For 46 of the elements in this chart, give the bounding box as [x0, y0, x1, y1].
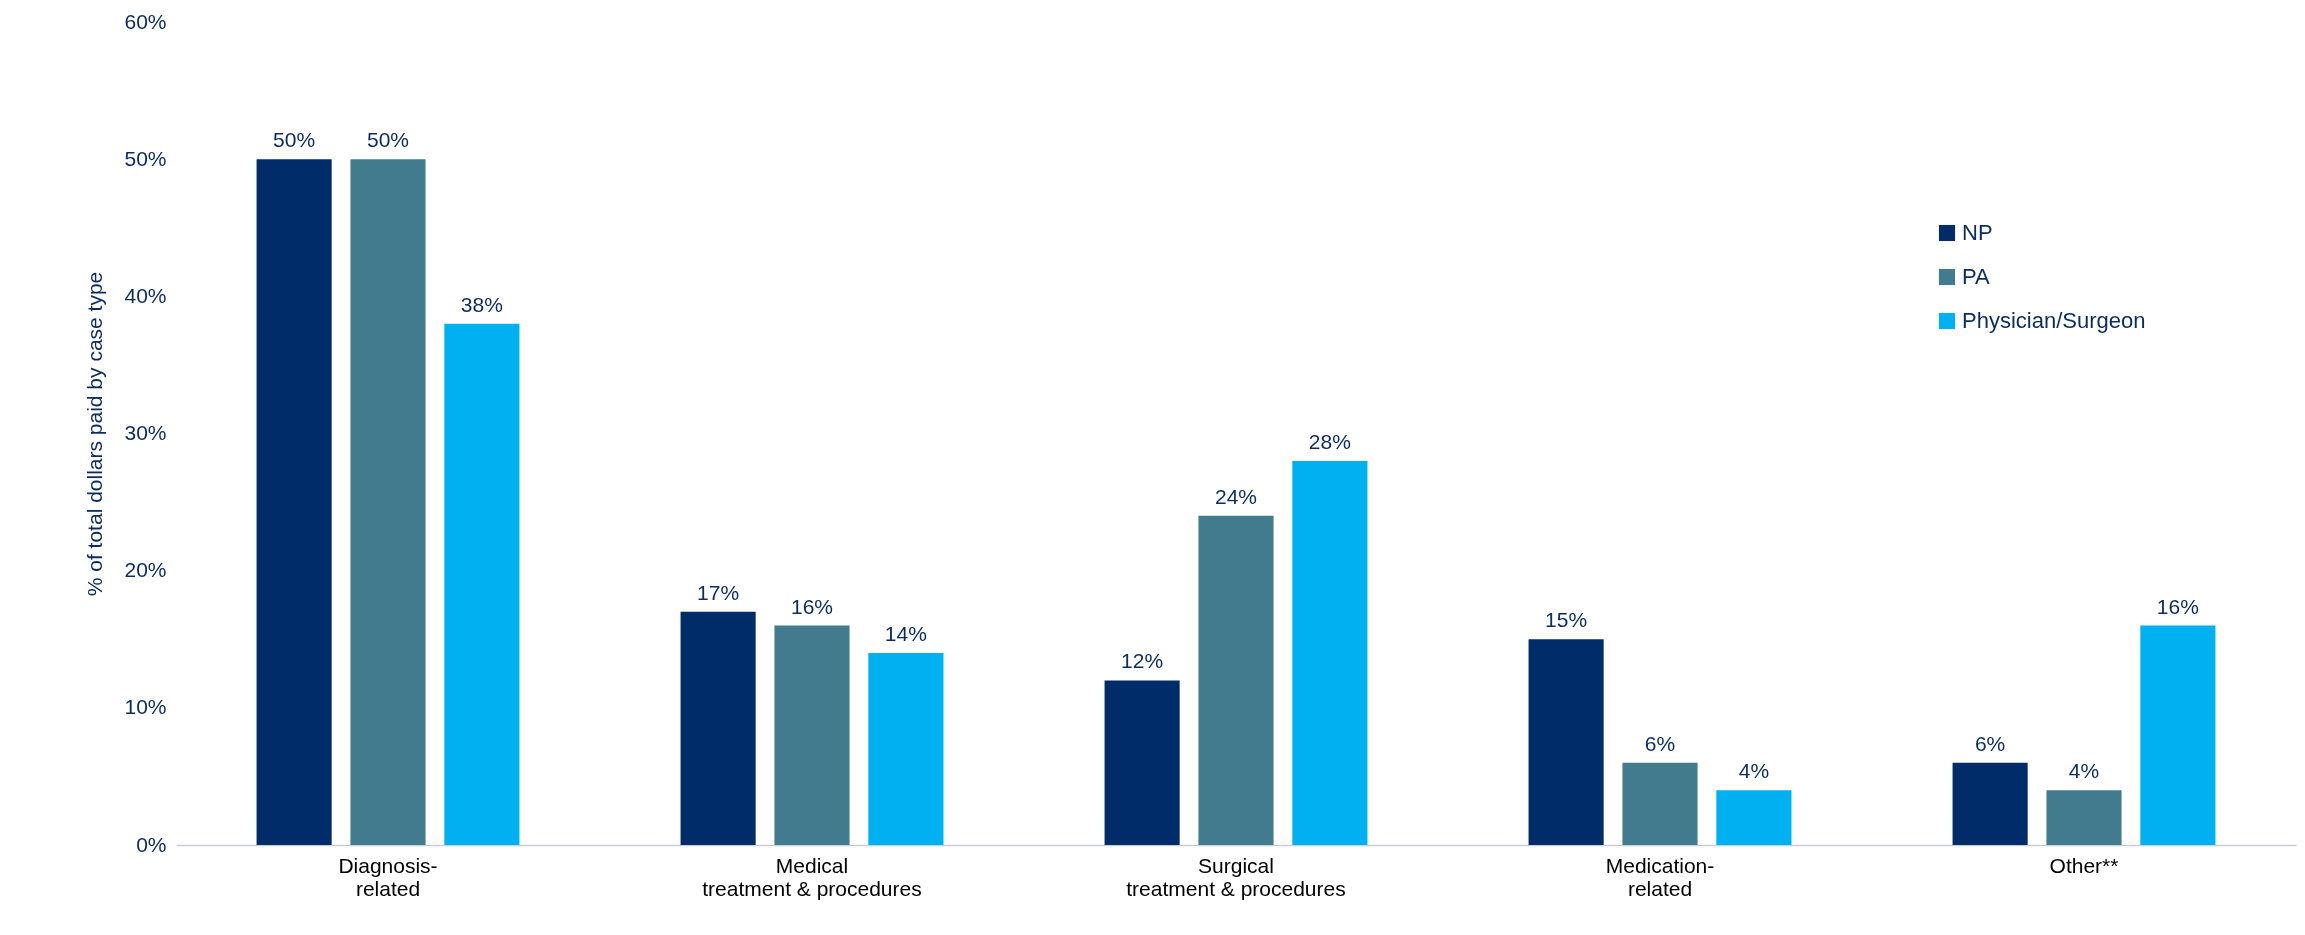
bar — [774, 625, 850, 845]
data-label: 6% — [1644, 731, 1676, 755]
data-label: 17% — [697, 580, 740, 604]
y-tick-label: 20% — [124, 558, 167, 582]
data-label: 16% — [790, 594, 834, 618]
data-label: 4% — [2068, 759, 2100, 783]
bar — [2140, 625, 2216, 845]
y-tick-label: 0% — [136, 832, 167, 856]
x-tick-label: Medication- related — [1605, 853, 1715, 900]
y-axis-title: % of total dollars paid by case type — [83, 271, 107, 597]
data-label: 12% — [1121, 649, 1164, 673]
bar — [680, 611, 756, 845]
data-label: 4% — [1738, 759, 1770, 783]
data-label: 14% — [884, 621, 927, 645]
data-label: 6% — [1974, 731, 2006, 755]
bar — [444, 323, 520, 845]
bar — [1622, 762, 1698, 845]
data-label: 15% — [1545, 608, 1588, 632]
data-label: 50% — [273, 128, 316, 152]
bar — [350, 159, 426, 845]
bar — [1528, 639, 1604, 845]
data-label: 50% — [366, 128, 410, 152]
data-label: 38% — [460, 292, 503, 316]
y-tick-label: 30% — [124, 421, 167, 444]
bar — [256, 159, 332, 845]
legend-label: Physician/Surgeon — [1962, 308, 2146, 333]
data-label: 24% — [1214, 484, 1258, 508]
legend-label: PA — [1962, 264, 1991, 289]
y-tick-label: 10% — [124, 695, 167, 719]
bar — [2046, 790, 2122, 845]
x-tick-label: Diagnosis- related — [338, 853, 438, 900]
bar — [1952, 762, 2028, 845]
data-label: 28% — [1308, 429, 1351, 453]
y-tick-label: 40% — [124, 283, 167, 307]
bar — [868, 652, 944, 845]
y-tick-label: 60% — [124, 9, 167, 33]
x-tick-label: Other** — [2049, 853, 2119, 877]
legend-label: NP — [1962, 220, 1993, 245]
bar — [1198, 515, 1274, 845]
bar — [1716, 790, 1792, 845]
x-tick-label: Surgical treatment & procedures — [1126, 853, 1346, 900]
data-label: 16% — [2156, 594, 2199, 618]
y-tick-label: 50% — [124, 146, 167, 170]
x-tick-label: Medical treatment & procedures — [702, 853, 922, 900]
bar — [1104, 680, 1180, 845]
bar — [1292, 460, 1368, 845]
